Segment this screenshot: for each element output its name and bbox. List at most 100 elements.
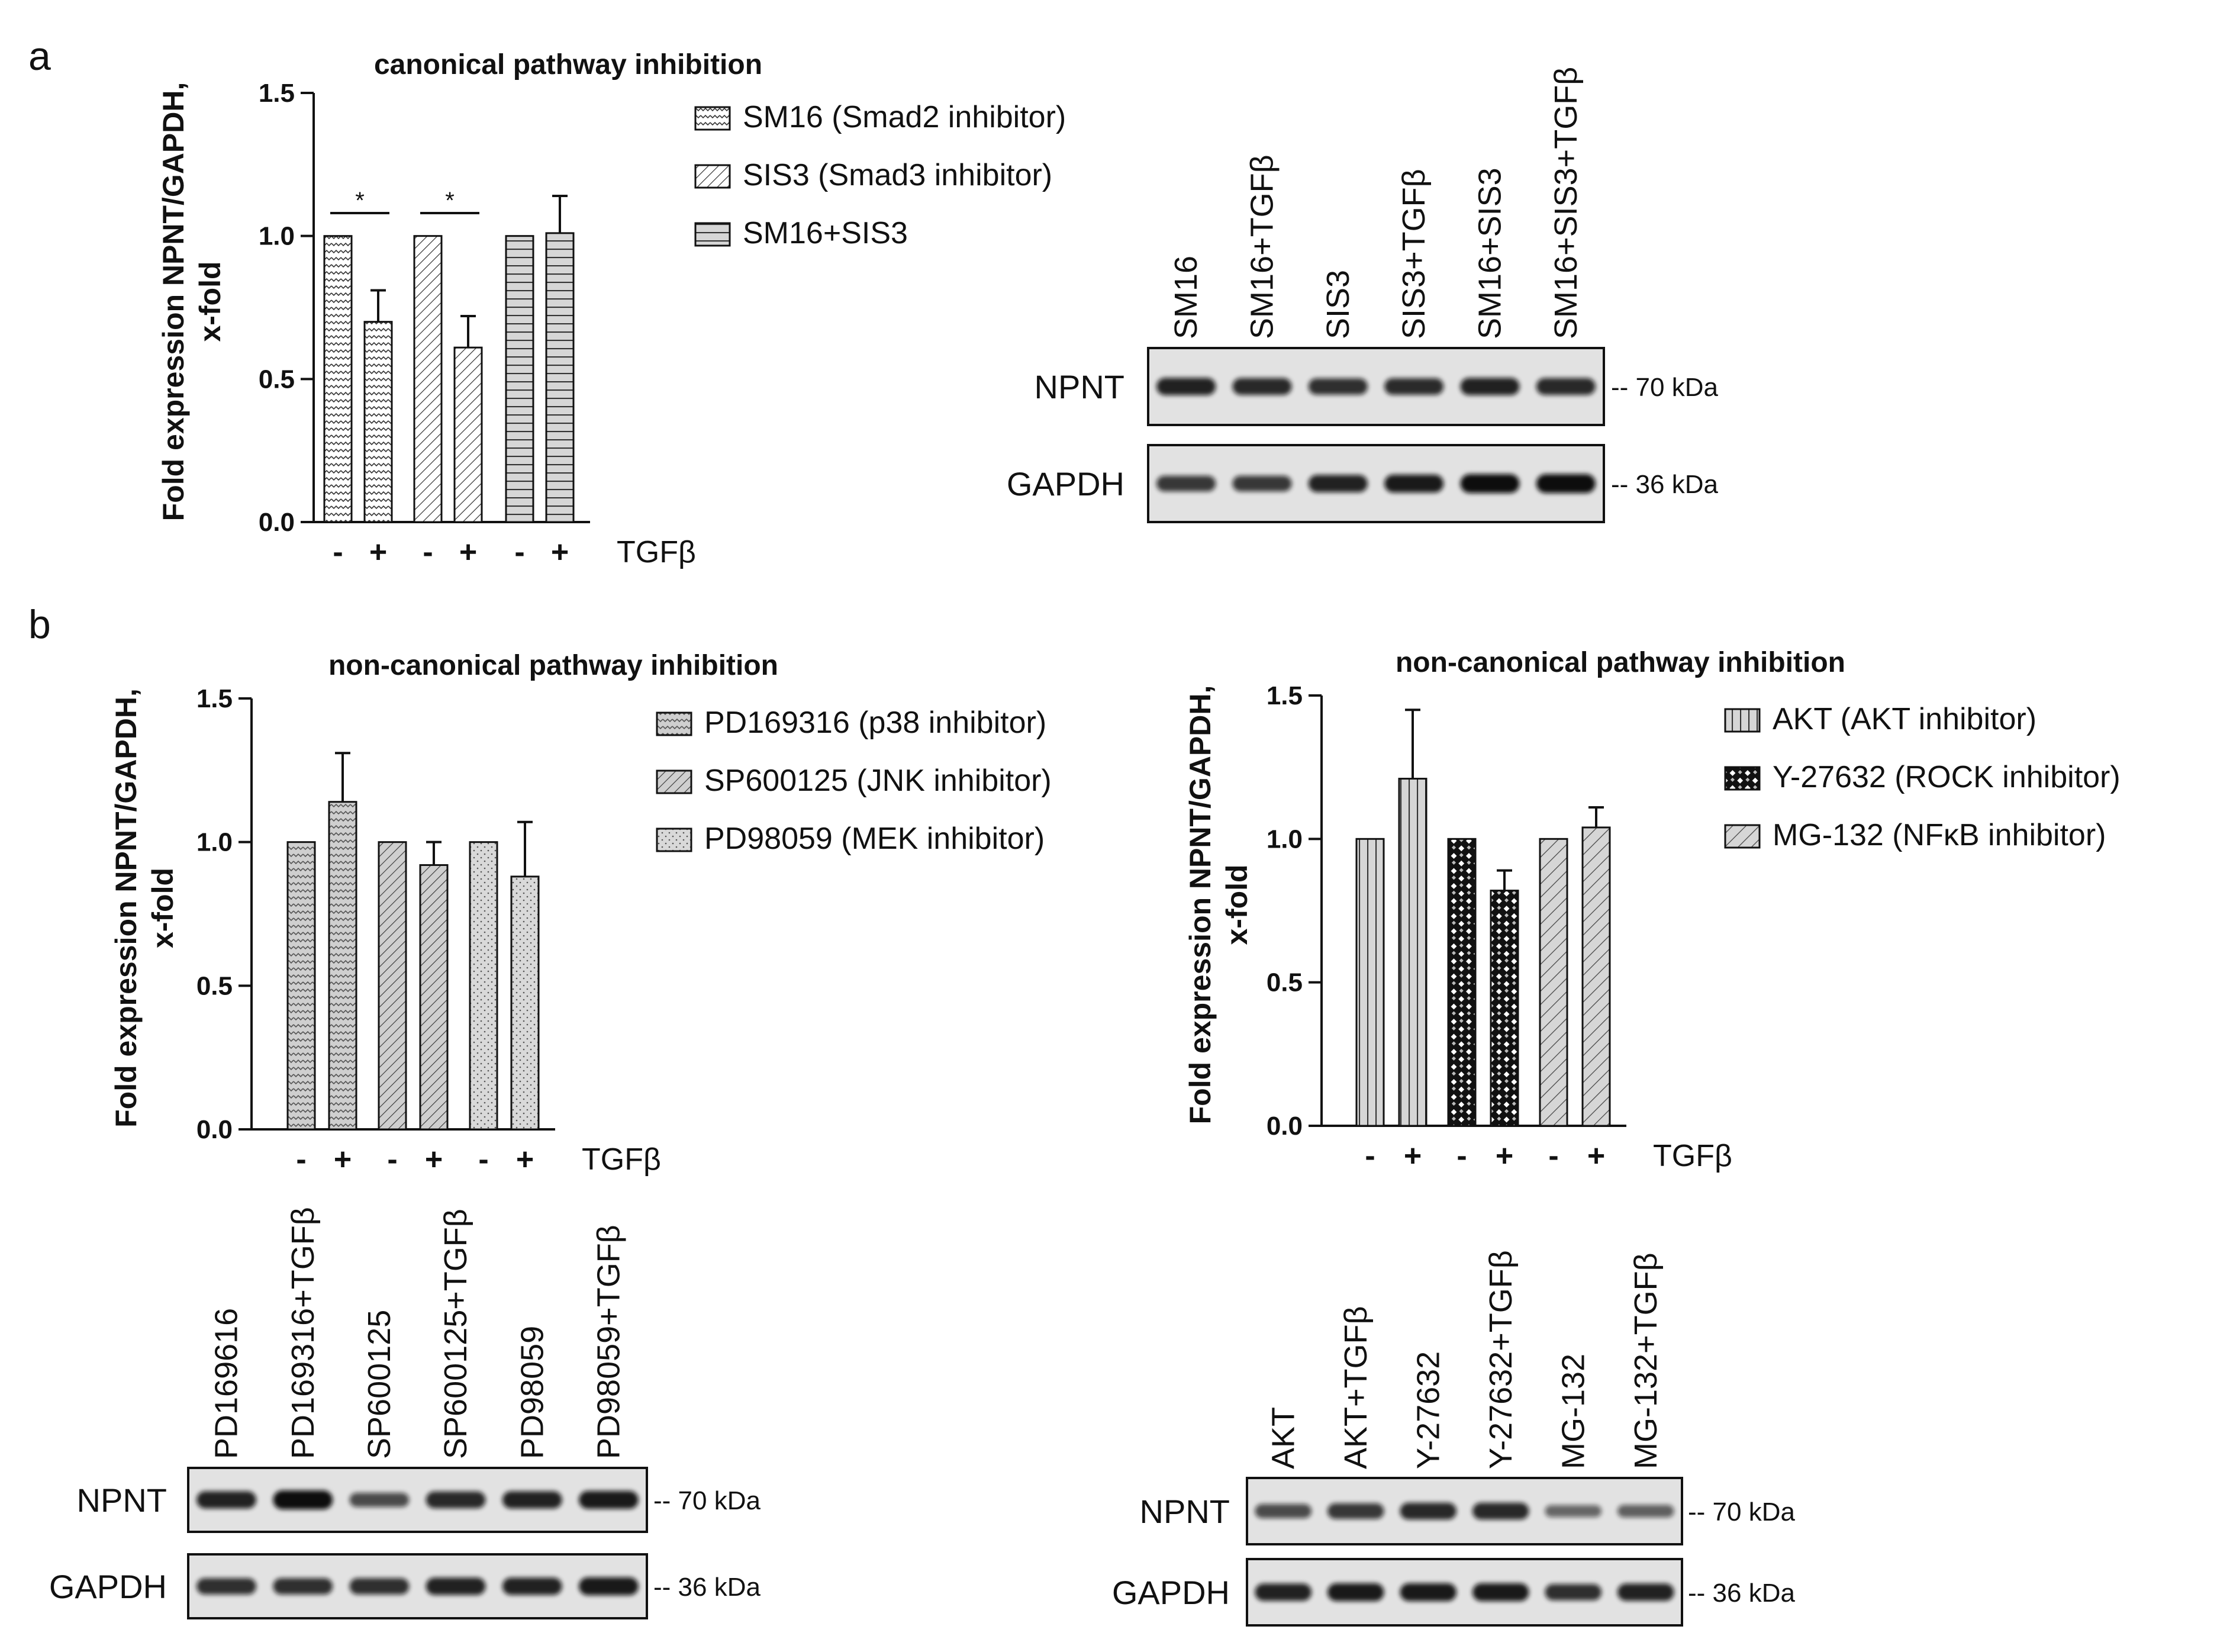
blot-membrane xyxy=(1246,1477,1683,1545)
panel-letter-b: b xyxy=(28,602,51,647)
blot-band xyxy=(273,1490,333,1509)
lane-label: AKT+TGFβ xyxy=(1338,1306,1374,1469)
blot-band xyxy=(1545,1505,1602,1518)
x-tick-label: + xyxy=(369,535,387,569)
chart-title: canonical pathway inhibition xyxy=(374,49,762,80)
blot-band xyxy=(1255,1504,1312,1518)
y-tick-label: 0.5 xyxy=(1267,968,1303,997)
x-axis-label: TGFβ xyxy=(582,1142,661,1177)
blot-row-label: GAPDH xyxy=(1007,465,1124,503)
lane-label: PD98059 xyxy=(514,1326,550,1459)
bar xyxy=(510,875,540,1131)
blot-membrane xyxy=(1147,444,1605,523)
legend-swatch xyxy=(694,164,731,189)
blot-band xyxy=(1536,474,1596,493)
x-tick-label: - xyxy=(423,535,433,569)
y-tick-label: 1.5 xyxy=(196,684,233,713)
lane-label: SP600125 xyxy=(362,1310,397,1459)
x-tick-label: - xyxy=(1365,1139,1375,1173)
y-tick-label: 1.5 xyxy=(259,79,295,108)
blot-band xyxy=(1327,1503,1384,1519)
blot-row-label: NPNT xyxy=(77,1482,167,1519)
blot-band xyxy=(1156,378,1216,395)
blot-band xyxy=(1400,1583,1457,1602)
blot-row-label: GAPDH xyxy=(49,1568,167,1605)
bar xyxy=(328,801,357,1131)
bar xyxy=(286,841,316,1131)
x-tick-label: + xyxy=(334,1142,352,1177)
blot-band xyxy=(502,1577,562,1595)
molecular-weight-marker: -- 36 kDa xyxy=(653,1573,761,1602)
blot-band xyxy=(1617,1505,1674,1518)
y-axis-label: Fold expression NPNT/GAPDH, x-fold xyxy=(109,688,179,1128)
y-tick-label: 1.0 xyxy=(1267,825,1303,854)
bar xyxy=(469,841,498,1131)
legend-label: SP600125 (JNK inhibitor) xyxy=(704,764,1052,798)
bar xyxy=(545,232,575,523)
x-tick-label: - xyxy=(387,1142,397,1177)
x-tick-label: - xyxy=(478,1142,488,1177)
bar xyxy=(419,864,449,1131)
bar xyxy=(363,321,393,523)
lane-label: SM16+SIS3 xyxy=(1472,168,1508,339)
x-tick-label: + xyxy=(1404,1139,1422,1173)
legend-label: AKT (AKT inhibitor) xyxy=(1773,702,2036,736)
lane-label: PD169616 xyxy=(209,1308,244,1459)
x-tick-label: + xyxy=(459,535,477,569)
blot-band xyxy=(502,1491,562,1509)
legend-swatch xyxy=(656,827,692,852)
y-tick-label: 0.0 xyxy=(196,1115,233,1144)
y-tick-label: 0.0 xyxy=(1267,1112,1303,1141)
bar xyxy=(1539,838,1568,1127)
legend-swatch xyxy=(1724,708,1761,733)
western-blot-b-left: PD169616 PD169316+TGFβ SP600125 SP600125+TG… xyxy=(49,1207,761,1619)
chart-canonical-pathway: canonical pathway inhibition Fold express… xyxy=(157,49,1066,569)
y-axis-label-line: x-fold xyxy=(1220,864,1253,945)
legend-swatch xyxy=(1724,824,1761,849)
blot-band xyxy=(1472,1583,1529,1602)
legend-swatch xyxy=(694,222,731,247)
y-tick-label: 1.0 xyxy=(259,222,295,251)
blot-band xyxy=(1232,378,1292,395)
blot-band xyxy=(1460,474,1520,493)
blot-band xyxy=(1545,1584,1602,1601)
x-tick-label: - xyxy=(514,535,524,569)
blot-band xyxy=(1255,1583,1312,1601)
blot-band xyxy=(426,1577,486,1595)
blot-band xyxy=(426,1491,486,1509)
x-axis-label: TGFβ xyxy=(617,535,696,569)
significance-star: * xyxy=(445,188,455,214)
legend-label: PD169316 (p38 inhibitor) xyxy=(704,706,1046,740)
y-axis-label-line: x-fold xyxy=(194,261,227,342)
y-tick-label: 0.0 xyxy=(259,508,295,537)
molecular-weight-marker: -- 70 kDa xyxy=(653,1486,761,1515)
legend-swatch xyxy=(656,711,692,736)
blot-band xyxy=(196,1491,256,1509)
y-axis-label-line: x-fold xyxy=(146,868,179,948)
y-tick-label: 1.0 xyxy=(196,828,233,857)
blot-band xyxy=(1308,378,1368,395)
chart-title: non-canonical pathway inhibition xyxy=(1396,647,1845,678)
molecular-weight-marker: -- 70 kDa xyxy=(1688,1498,1795,1527)
lane-label: SM16+TGFβ xyxy=(1245,154,1280,339)
blot-row-label: NPNT xyxy=(1140,1493,1230,1530)
blot-band xyxy=(1472,1502,1529,1520)
blot-band xyxy=(1308,475,1368,492)
y-axis-label: Fold expression NPNT/GAPDH, x-fold xyxy=(1184,685,1253,1125)
y-axis-label-line: Fold expression NPNT/GAPDH, xyxy=(157,82,190,521)
x-tick-label: - xyxy=(1548,1139,1558,1173)
y-axis-label-line: Fold expression NPNT/GAPDH, xyxy=(1184,685,1217,1125)
legend-label: SIS3 (Smad3 inhibitor) xyxy=(743,158,1052,192)
blot-band xyxy=(273,1578,333,1595)
legend-label: PD98059 (MEK inhibitor) xyxy=(704,822,1045,856)
chart-title: non-canonical pathway inhibition xyxy=(328,650,778,681)
western-blot-a: SM16 SM16+TGFβ SIS3 SIS3+TGFβ SM16+SIS3 SM16+… xyxy=(1007,67,1718,523)
molecular-weight-marker: -- 36 kDa xyxy=(1611,470,1718,499)
lane-label: SIS3 xyxy=(1320,270,1356,339)
legend-label: SM16+SIS3 xyxy=(743,216,908,250)
blot-band xyxy=(349,1578,410,1595)
bar xyxy=(1581,826,1611,1127)
legend-label: SM16 (Smad2 inhibitor) xyxy=(743,100,1066,134)
blot-band xyxy=(1156,475,1216,492)
